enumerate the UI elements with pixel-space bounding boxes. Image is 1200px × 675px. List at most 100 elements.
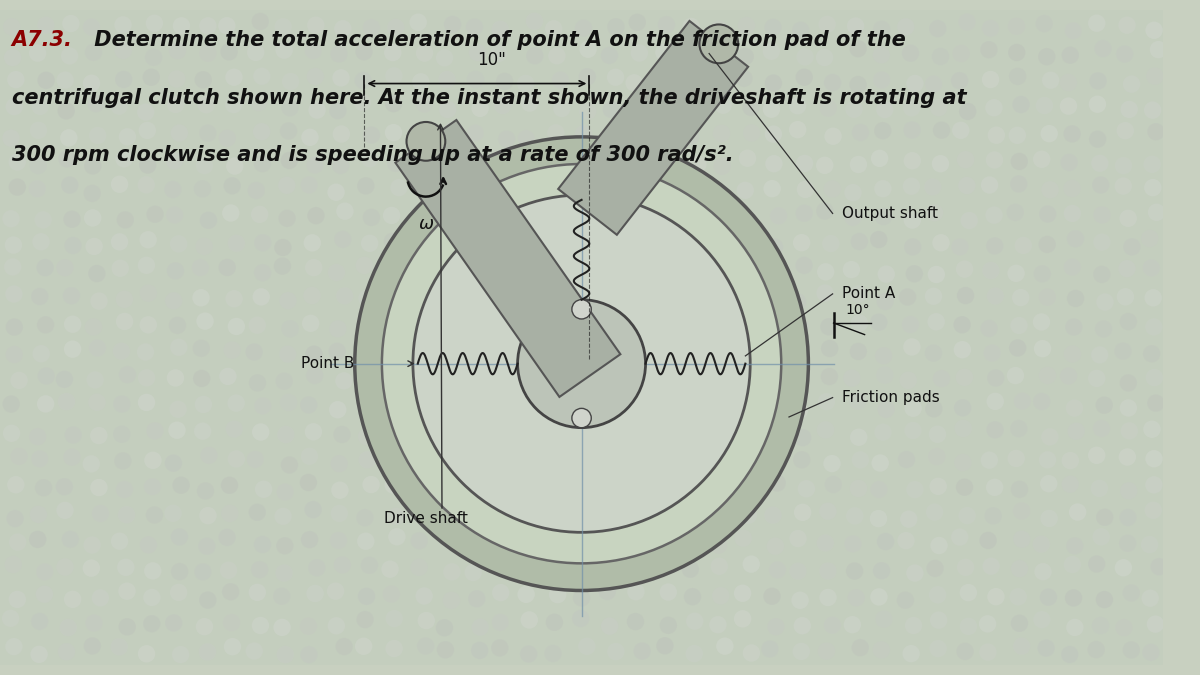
- Circle shape: [361, 235, 378, 252]
- Circle shape: [1033, 611, 1051, 628]
- Circle shape: [193, 370, 210, 387]
- Circle shape: [1147, 616, 1164, 633]
- Circle shape: [979, 643, 997, 661]
- Circle shape: [218, 17, 235, 34]
- Circle shape: [359, 290, 376, 307]
- Circle shape: [1147, 394, 1164, 412]
- Circle shape: [2, 396, 20, 413]
- Circle shape: [329, 401, 347, 418]
- Circle shape: [144, 562, 162, 580]
- Circle shape: [437, 373, 455, 391]
- Circle shape: [601, 47, 618, 64]
- Text: 10°: 10°: [845, 303, 870, 317]
- Circle shape: [1039, 451, 1056, 468]
- Circle shape: [113, 342, 130, 360]
- Circle shape: [253, 123, 270, 140]
- Circle shape: [764, 506, 781, 524]
- Circle shape: [246, 451, 264, 468]
- Circle shape: [979, 532, 997, 549]
- Circle shape: [468, 454, 486, 472]
- Circle shape: [792, 317, 809, 335]
- Circle shape: [58, 643, 76, 660]
- Circle shape: [412, 369, 430, 386]
- Circle shape: [902, 645, 920, 662]
- Circle shape: [1144, 179, 1162, 196]
- Circle shape: [631, 97, 648, 115]
- Circle shape: [252, 288, 270, 306]
- Circle shape: [382, 264, 400, 281]
- Circle shape: [64, 211, 80, 228]
- Circle shape: [545, 645, 562, 662]
- Circle shape: [904, 238, 922, 256]
- Circle shape: [119, 366, 136, 383]
- Circle shape: [138, 122, 156, 139]
- Circle shape: [906, 265, 923, 283]
- Circle shape: [871, 150, 888, 167]
- Circle shape: [90, 479, 108, 496]
- Circle shape: [709, 454, 727, 472]
- Circle shape: [328, 264, 346, 281]
- Circle shape: [439, 427, 456, 444]
- Circle shape: [1147, 123, 1165, 140]
- Circle shape: [416, 637, 434, 655]
- Circle shape: [850, 392, 866, 410]
- Circle shape: [472, 261, 490, 279]
- Circle shape: [958, 177, 976, 194]
- Circle shape: [1120, 482, 1138, 500]
- Circle shape: [1146, 369, 1163, 386]
- Circle shape: [1123, 238, 1141, 256]
- Circle shape: [658, 558, 674, 574]
- Circle shape: [877, 401, 895, 418]
- Circle shape: [710, 20, 728, 38]
- Circle shape: [1120, 313, 1138, 330]
- Circle shape: [1010, 153, 1028, 170]
- Circle shape: [982, 262, 1000, 279]
- Polygon shape: [396, 120, 620, 397]
- Circle shape: [877, 533, 894, 550]
- Circle shape: [331, 481, 349, 499]
- Circle shape: [1146, 68, 1164, 85]
- Circle shape: [689, 94, 707, 111]
- Circle shape: [578, 638, 595, 655]
- Circle shape: [953, 45, 970, 62]
- Circle shape: [356, 611, 373, 628]
- Circle shape: [438, 232, 456, 250]
- Circle shape: [253, 68, 270, 85]
- Circle shape: [713, 125, 731, 142]
- Circle shape: [281, 99, 299, 117]
- Text: A7.3.: A7.3.: [12, 30, 72, 50]
- Circle shape: [548, 343, 566, 360]
- Circle shape: [1042, 181, 1058, 198]
- Circle shape: [548, 47, 565, 65]
- Circle shape: [526, 345, 544, 362]
- Circle shape: [1009, 588, 1027, 605]
- Circle shape: [436, 184, 452, 202]
- Circle shape: [334, 20, 352, 37]
- Circle shape: [770, 348, 788, 365]
- Circle shape: [36, 563, 54, 580]
- Circle shape: [336, 202, 354, 220]
- Circle shape: [523, 180, 541, 198]
- Circle shape: [580, 40, 596, 58]
- Circle shape: [192, 259, 209, 276]
- Circle shape: [173, 17, 190, 34]
- Circle shape: [685, 68, 703, 86]
- Circle shape: [2, 130, 19, 147]
- Circle shape: [410, 503, 427, 520]
- Circle shape: [254, 264, 271, 281]
- Circle shape: [626, 613, 644, 630]
- Circle shape: [1038, 48, 1056, 65]
- Circle shape: [226, 421, 242, 438]
- Circle shape: [572, 534, 590, 551]
- Circle shape: [439, 338, 456, 356]
- Circle shape: [84, 185, 101, 202]
- Circle shape: [988, 126, 1006, 144]
- Circle shape: [844, 616, 862, 633]
- Circle shape: [1141, 230, 1158, 247]
- Circle shape: [1013, 638, 1031, 655]
- Circle shape: [689, 371, 707, 388]
- Circle shape: [91, 505, 109, 522]
- Circle shape: [1039, 589, 1057, 606]
- Circle shape: [824, 128, 841, 145]
- Circle shape: [1042, 72, 1060, 89]
